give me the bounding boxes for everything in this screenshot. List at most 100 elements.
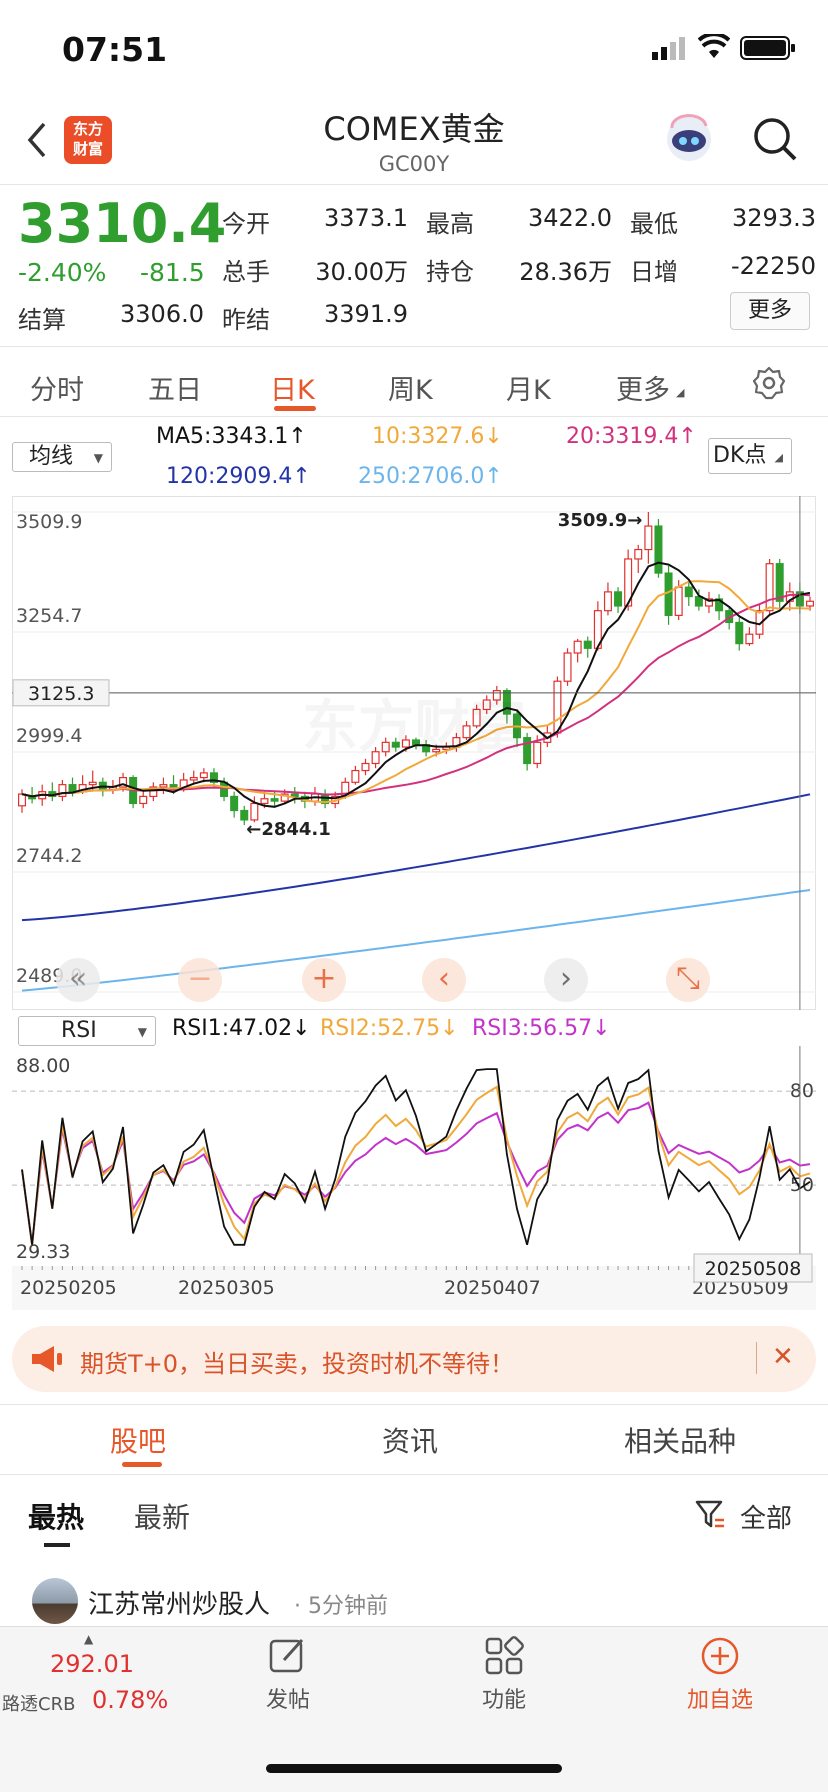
post-username[interactable]: 江苏常州炒股人 bbox=[88, 1590, 271, 1620]
quote-divider bbox=[0, 346, 828, 347]
candle-up bbox=[280, 793, 289, 802]
x-date-label: 20250407 bbox=[444, 1277, 541, 1299]
ma5-line bbox=[21, 561, 811, 808]
active-tab-indicator bbox=[274, 406, 316, 411]
sort-hot[interactable]: 最热 bbox=[28, 1501, 85, 1534]
high-marker-label: 3509.9→ bbox=[558, 510, 643, 531]
low-label: 最低 bbox=[630, 210, 678, 238]
candle-up bbox=[58, 784, 67, 798]
candle-up bbox=[250, 802, 259, 821]
index-up-arrow-icon: ▲ bbox=[84, 1632, 94, 1646]
double-left-icon[interactable]: « bbox=[56, 958, 100, 1002]
candle-up bbox=[149, 786, 158, 798]
app-logo[interactable]: 东方 财富 bbox=[64, 116, 112, 164]
expand-icon[interactable]: ⤡ bbox=[666, 958, 710, 1002]
candle-up bbox=[88, 781, 97, 786]
candle-down bbox=[502, 690, 511, 715]
tab-news[interactable]: 资讯 bbox=[382, 1425, 439, 1458]
promo-banner[interactable] bbox=[12, 1326, 816, 1392]
dk-point-label: DK点 bbox=[713, 443, 767, 468]
tab-intraday[interactable]: 分时 bbox=[30, 375, 84, 406]
plus-icon[interactable]: + bbox=[302, 958, 346, 1002]
candle-up bbox=[805, 600, 814, 607]
chart-settings-icon[interactable] bbox=[752, 366, 786, 404]
candle-up bbox=[603, 591, 612, 612]
user-avatar[interactable] bbox=[32, 1578, 78, 1624]
left-icon[interactable]: ‹ bbox=[422, 958, 466, 1002]
sort-new[interactable]: 最新 bbox=[134, 1501, 191, 1534]
indicator-select[interactable]: RSI ▼ bbox=[18, 1016, 156, 1046]
ma20-label: 20:3319.4↑ bbox=[566, 424, 697, 449]
volume-label: 总手 bbox=[222, 258, 270, 286]
position-label: 持仓 bbox=[426, 258, 474, 286]
candle-down bbox=[694, 595, 703, 607]
tab-more-caret-icon: ◢ bbox=[676, 386, 685, 399]
section-tabs-divider bbox=[0, 1474, 828, 1475]
index-change[interactable]: 0.78% bbox=[92, 1686, 169, 1714]
prev-settle-value: 3391.9 bbox=[324, 300, 408, 328]
ma250-label: 250:2706.0↑ bbox=[358, 464, 503, 489]
low-value: 3293.3 bbox=[732, 204, 816, 232]
tab-related[interactable]: 相关品种 bbox=[624, 1425, 737, 1458]
candle-up bbox=[189, 777, 198, 781]
rsi2-label: RSI2:52.75↓ bbox=[320, 1016, 459, 1041]
candle-down bbox=[391, 741, 400, 748]
tab-weekly-k[interactable]: 周K bbox=[388, 375, 433, 406]
tab-more[interactable]: 更多 bbox=[616, 375, 670, 406]
candlestick-chart[interactable]: 3509.93254.72999.42744.22489.03125.33509… bbox=[12, 496, 816, 1010]
robot-assistant-icon[interactable] bbox=[664, 114, 714, 168]
candle-down bbox=[664, 572, 673, 616]
index-name[interactable]: 路透CRB bbox=[2, 1694, 76, 1715]
candle-down bbox=[68, 784, 77, 793]
add-watch-button[interactable]: 加自选 bbox=[686, 1688, 753, 1713]
y-tick-label: 2744.2 bbox=[16, 845, 82, 867]
ma-select[interactable]: 均线 ▼ bbox=[12, 442, 112, 472]
high-label: 最高 bbox=[426, 210, 474, 238]
candle-up bbox=[553, 680, 562, 734]
candle-up bbox=[563, 652, 572, 682]
dk-caret-icon: ◢ bbox=[774, 451, 783, 464]
status-time: 07:51 bbox=[62, 30, 168, 69]
functions-button[interactable]: 功能 bbox=[481, 1688, 526, 1713]
ma10-line bbox=[21, 580, 811, 804]
search-icon[interactable] bbox=[752, 116, 798, 166]
candle-up bbox=[533, 741, 542, 765]
candle-up bbox=[199, 772, 208, 779]
right-icon[interactable]: › bbox=[544, 958, 588, 1002]
x-date-label: 20250305 bbox=[178, 1277, 275, 1299]
candle-down bbox=[614, 591, 623, 607]
tab-monthly-k[interactable]: 月K bbox=[506, 375, 551, 406]
crosshair-date-label: 20250508 bbox=[705, 1258, 802, 1280]
select-caret-icon: ▼ bbox=[93, 451, 103, 465]
candle-up bbox=[351, 769, 360, 783]
candle-up bbox=[139, 795, 148, 805]
rsi-min-label: 29.33 bbox=[16, 1241, 70, 1263]
tab-guba[interactable]: 股吧 bbox=[110, 1425, 167, 1458]
index-value[interactable]: 292.01 bbox=[50, 1650, 134, 1678]
promo-close-button[interactable]: ✕ bbox=[772, 1342, 794, 1372]
last-price: 3310.4 bbox=[18, 192, 227, 255]
post-button[interactable]: 发帖 bbox=[265, 1688, 310, 1713]
dk-point-select[interactable]: DK点 ◢ bbox=[708, 438, 792, 474]
minus-icon[interactable]: − bbox=[178, 958, 222, 1002]
candle-down bbox=[523, 737, 532, 765]
signal-icon bbox=[652, 36, 688, 64]
section-tab-indicator bbox=[122, 1462, 162, 1467]
post-icon bbox=[268, 1636, 308, 1680]
tab-five-day[interactable]: 五日 bbox=[148, 375, 202, 406]
tab-daily-k[interactable]: 日K bbox=[270, 375, 315, 406]
indicator-select-label: RSI bbox=[61, 1018, 97, 1043]
low-marker-label: ←2844.1 bbox=[246, 819, 331, 840]
tabs-divider bbox=[0, 416, 828, 417]
y-tick-label: 3509.9 bbox=[16, 511, 82, 533]
filter-all[interactable]: 全部 bbox=[740, 1504, 793, 1534]
filter-icon[interactable] bbox=[694, 1498, 726, 1534]
candle-up bbox=[492, 690, 501, 701]
instrument-code: GC00Y bbox=[378, 152, 450, 176]
ma5-label: MA5:3343.1↑ bbox=[156, 424, 307, 449]
quote-more-button[interactable]: 更多 bbox=[730, 292, 810, 330]
candle-up bbox=[482, 699, 491, 711]
rsi1-line bbox=[21, 1068, 811, 1246]
back-button[interactable] bbox=[24, 120, 50, 164]
